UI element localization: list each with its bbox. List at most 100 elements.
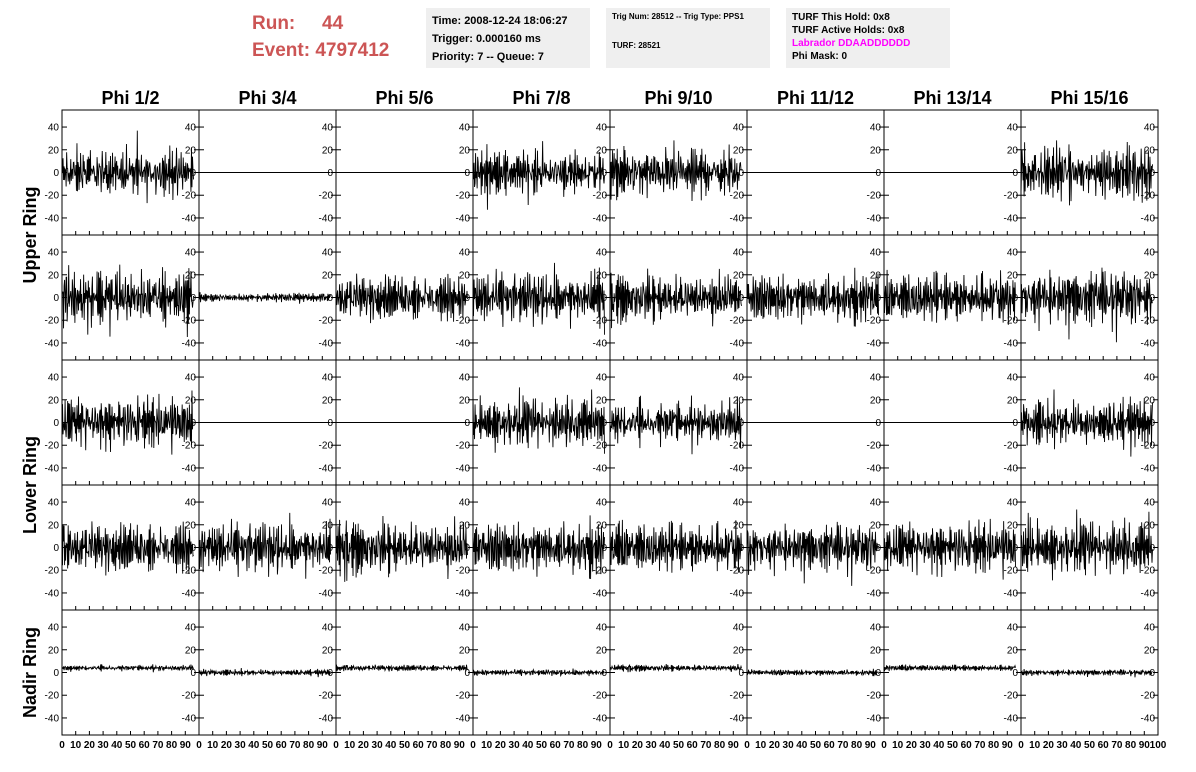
y-tick-label: 20 <box>733 520 745 531</box>
y-tick-label: 20 <box>48 645 60 656</box>
y-tick-label: 20 <box>322 520 334 531</box>
x-tick-label: 10 <box>70 740 82 751</box>
column-title: Phi 5/6 <box>375 88 433 108</box>
y-tick-label: 20 <box>48 520 60 531</box>
y-tick-label: -20 <box>1141 191 1156 202</box>
run-event-box: Run: 44 Event: 4797412 <box>252 10 389 64</box>
x-tick-label: 0 <box>1018 740 1024 751</box>
phi-mask-text: Phi Mask: 0 <box>792 51 848 62</box>
y-tick-label: -20 <box>867 566 882 577</box>
y-tick-label: 40 <box>48 123 60 134</box>
y-tick-label: 40 <box>733 623 745 634</box>
y-tick-label: -40 <box>867 713 882 724</box>
y-tick-label: 40 <box>185 123 197 134</box>
y-tick-label: 20 <box>459 395 471 406</box>
y-tick-label: 0 <box>1012 418 1018 429</box>
y-tick-label: 20 <box>1007 145 1019 156</box>
y-tick-label: -20 <box>867 316 882 327</box>
y-tick-label: 20 <box>48 145 60 156</box>
waveform-trace <box>609 268 742 329</box>
y-tick-label: -20 <box>182 441 197 452</box>
y-tick-label: 40 <box>459 248 471 259</box>
y-tick-label: 20 <box>733 270 745 281</box>
waveform-trace <box>61 130 194 204</box>
y-tick-label: -40 <box>456 588 471 599</box>
x-tick-label: 0 <box>470 740 476 751</box>
x-tick-label: 70 <box>563 740 575 751</box>
y-tick-label: 20 <box>459 645 471 656</box>
y-tick-label: -20 <box>1004 441 1019 452</box>
y-tick-label: 40 <box>596 248 608 259</box>
y-tick-label: 40 <box>733 498 745 509</box>
y-tick-label: 40 <box>185 373 197 384</box>
x-tick-label: 40 <box>111 740 123 751</box>
y-tick-label: -40 <box>1141 588 1156 599</box>
x-tick-label: 20 <box>221 740 233 751</box>
event-value: 4797412 <box>315 40 390 61</box>
y-tick-label: 40 <box>322 623 334 634</box>
x-tick-label: 10 <box>344 740 356 751</box>
y-tick-label: -40 <box>45 463 60 474</box>
column-title: Phi 11/12 <box>777 88 854 108</box>
x-tick-label: 50 <box>673 740 685 751</box>
x-tick-label: 90 <box>454 740 466 751</box>
y-tick-label: -40 <box>182 713 197 724</box>
y-tick-label: 20 <box>48 270 60 281</box>
y-tick-label: 0 <box>1149 418 1155 429</box>
y-tick-label: -20 <box>867 191 882 202</box>
labrador-text: Labrador DDAADDDDDD <box>792 38 911 49</box>
panel-frame <box>609 609 748 736</box>
y-tick-label: 20 <box>459 145 471 156</box>
y-tick-label: 20 <box>596 395 608 406</box>
x-tick-label: 30 <box>1057 740 1069 751</box>
y-tick-label: 40 <box>459 498 471 509</box>
y-tick-label: -20 <box>45 441 60 452</box>
y-tick-label: -40 <box>1141 213 1156 224</box>
y-tick-label: -40 <box>456 338 471 349</box>
y-tick-label: 40 <box>48 498 60 509</box>
y-tick-label: -40 <box>45 338 60 349</box>
x-tick-label: 90 <box>1139 740 1151 751</box>
x-tick-label: 20 <box>632 740 644 751</box>
y-tick-label: 40 <box>870 248 882 259</box>
y-tick-label: 0 <box>1149 293 1155 304</box>
y-tick-label: 0 <box>875 418 881 429</box>
x-tick-label: 40 <box>796 740 808 751</box>
x-tick-label: 50 <box>810 740 822 751</box>
y-tick-label: -20 <box>730 566 745 577</box>
y-tick-label: 40 <box>1007 623 1019 634</box>
y-tick-label: 40 <box>459 623 471 634</box>
y-tick-label: -20 <box>456 191 471 202</box>
waveform-trace <box>61 390 194 455</box>
y-tick-label: 0 <box>53 168 59 179</box>
run-value: 44 <box>322 13 344 34</box>
y-tick-label: 40 <box>48 373 60 384</box>
run-label: Run: <box>252 13 296 34</box>
y-tick-label: 0 <box>464 418 470 429</box>
y-tick-label: -20 <box>456 691 471 702</box>
y-tick-label: -40 <box>730 463 745 474</box>
y-tick-label: -40 <box>182 463 197 474</box>
y-tick-label: 40 <box>1144 123 1156 134</box>
x-tick-label: 10 <box>481 740 493 751</box>
x-tick-label: 20 <box>906 740 918 751</box>
x-tick-label: 30 <box>509 740 521 751</box>
y-tick-label: 0 <box>53 543 59 554</box>
y-tick-label: 20 <box>870 395 882 406</box>
column-title: Phi 13/14 <box>913 88 991 108</box>
y-tick-label: -40 <box>45 588 60 599</box>
y-tick-label: -20 <box>730 191 745 202</box>
waveform-trace <box>609 140 742 202</box>
y-tick-label: 0 <box>1149 168 1155 179</box>
y-tick-label: -40 <box>182 588 197 599</box>
ring-label: Upper Ring <box>20 187 40 284</box>
y-tick-label: 40 <box>870 123 882 134</box>
y-tick-label: 40 <box>733 248 745 259</box>
waveform-trace <box>472 141 605 210</box>
y-tick-label: 40 <box>596 373 608 384</box>
y-tick-label: -20 <box>319 316 334 327</box>
y-tick-label: 0 <box>190 418 196 429</box>
y-tick-label: -20 <box>593 566 608 577</box>
x-tick-label: 90 <box>728 740 740 751</box>
